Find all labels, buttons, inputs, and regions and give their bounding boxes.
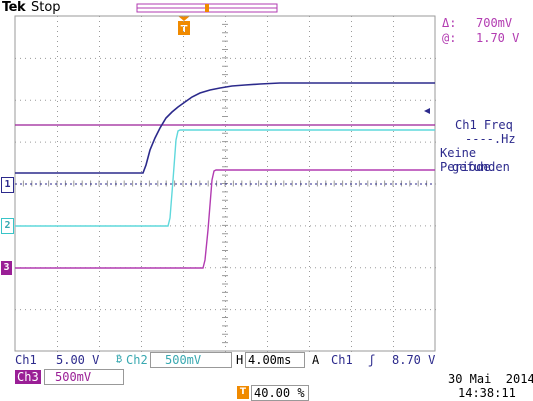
measurement-message-line2: gefunden <box>452 160 510 174</box>
trigger-mode: A <box>312 353 320 367</box>
ch3-setting-label[interactable]: Ch3 <box>15 370 41 384</box>
ch1-setting-label[interactable]: Ch1 <box>15 353 37 367</box>
ch2-marker[interactable]: 2 <box>1 218 14 234</box>
ch2-setting-label[interactable]: Ch2 <box>126 353 148 367</box>
cursor-delta-label: Δ: <box>442 16 457 30</box>
trigger-position-value[interactable]: 40.00 % <box>251 385 309 401</box>
timebase-label: H <box>236 353 244 367</box>
ch1-trace <box>15 82 435 174</box>
measurement-value: ----.Hz <box>465 132 516 146</box>
record-length-indicator <box>136 3 278 13</box>
timebase-value[interactable]: 4.00ms <box>245 352 305 368</box>
measurement-message-line1: Keine Periode <box>440 146 491 174</box>
ch3-scale[interactable]: 500mV <box>44 369 124 385</box>
trigger-source[interactable]: Ch1 <box>331 353 353 367</box>
trigger-position-icon: T <box>237 386 249 399</box>
time-display: 14:38:11 <box>458 386 516 400</box>
trigger-position-marker: T <box>178 16 190 35</box>
cursor-abs-label: @: <box>442 31 457 45</box>
graticule-grid <box>14 15 436 352</box>
svg-text:T: T <box>181 24 188 35</box>
trigger-level[interactable]: 8.70 V <box>392 353 436 367</box>
measurement-title: Ch1 Freq <box>455 118 513 132</box>
acquisition-status: Stop <box>31 0 61 15</box>
ch3-trace <box>15 169 435 269</box>
ch1-scale[interactable]: 5.00 V <box>56 353 100 367</box>
date-display: 30 Mai 2014 <box>448 372 533 386</box>
trigger-level-arrow <box>424 108 430 114</box>
brand-logo: Tek <box>2 0 26 15</box>
ch2-scale[interactable]: 500mV <box>150 352 232 368</box>
cursor-delta-value: 700mV <box>476 16 513 30</box>
ch2-trace <box>15 129 435 227</box>
bandwidth-limit-icon: ₿ <box>116 354 123 365</box>
ch3-marker[interactable]: 3 <box>1 261 12 275</box>
trigger-slope-icon: ʃ <box>368 353 376 367</box>
ch1-marker[interactable]: 1 <box>1 177 14 193</box>
cursor-abs-value: 1.70 V <box>476 31 520 45</box>
